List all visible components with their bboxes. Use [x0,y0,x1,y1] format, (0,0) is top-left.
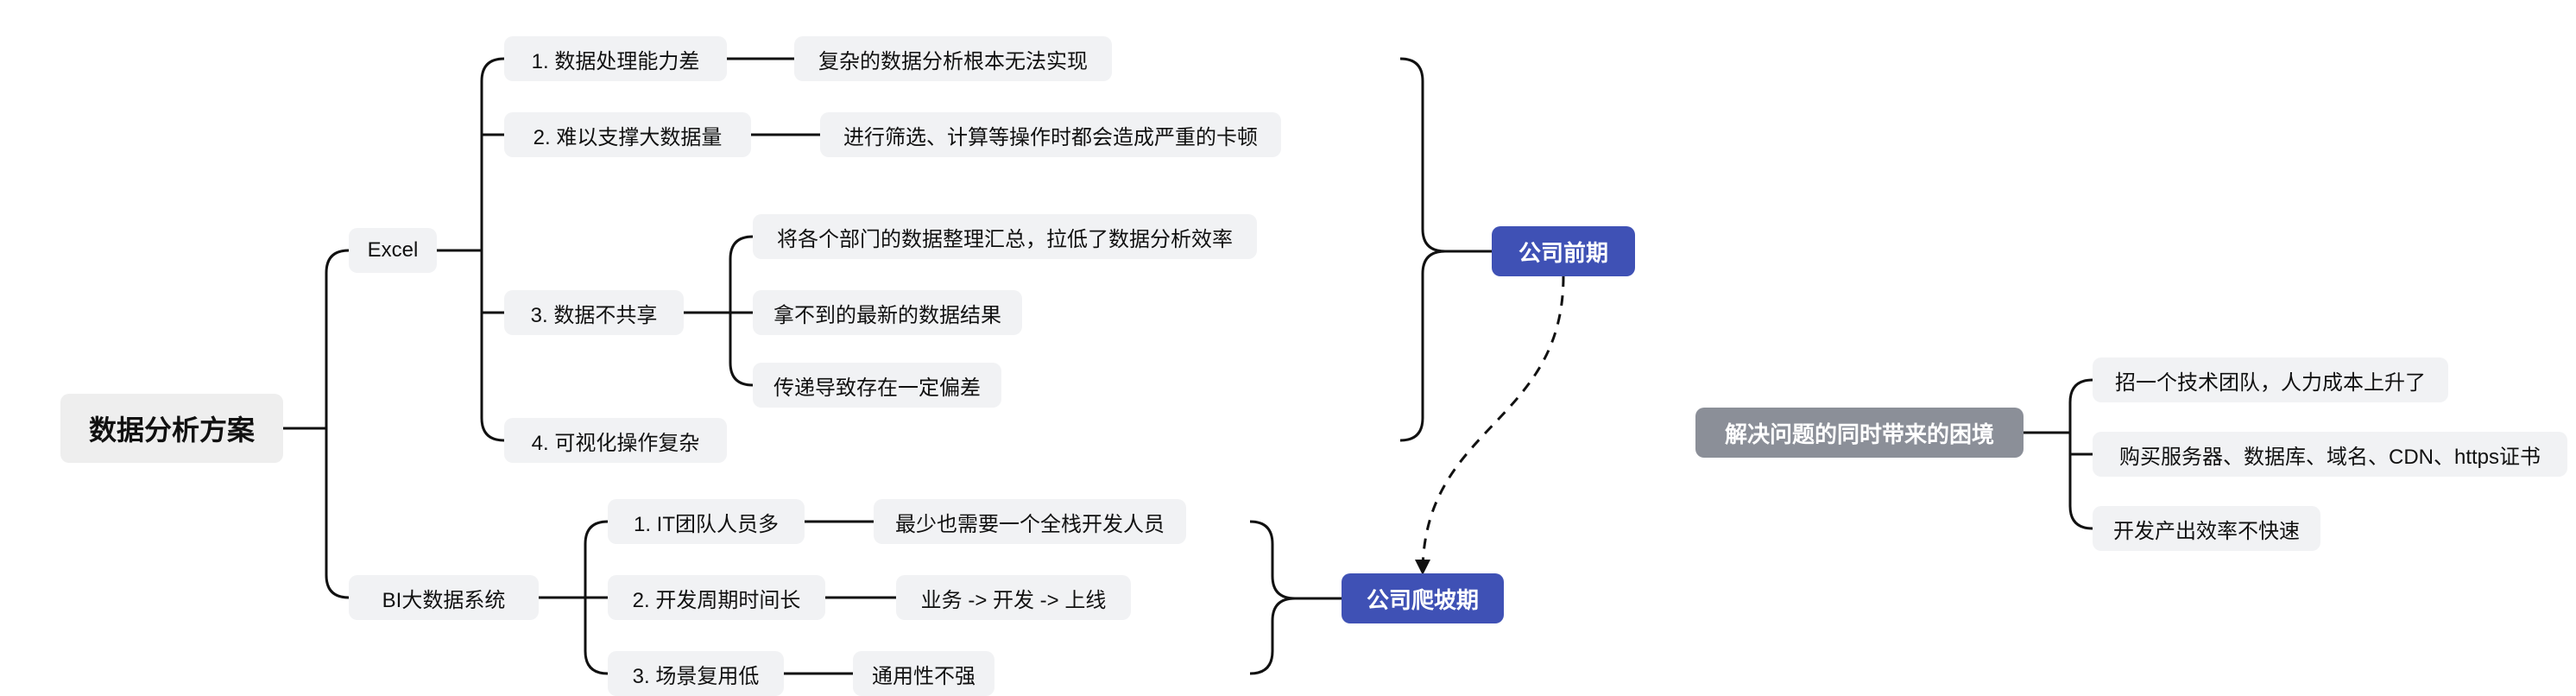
node-label: 招一个技术团队，人力成本上升了 [2115,365,2426,395]
node-label: 2. 开发周期时间长 [633,583,801,613]
node-i2: 购买服务器、数据库、域名、CDN、https证书 [2093,432,2567,477]
node-label: 传递导致存在一定偏差 [773,370,981,401]
node-root: 数据分析方案 [60,394,283,463]
node-label: 数据分析方案 [89,408,255,448]
node-b2: 2. 开发周期时间长 [608,575,825,620]
node-label: 公司前期 [1518,236,1608,268]
node-label: 最少也需要一个全栈开发人员 [895,507,1165,537]
node-b2a: 业务 -> 开发 -> 上线 [896,575,1131,620]
node-i3: 开发产出效率不快速 [2093,506,2320,551]
node-e2a: 进行筛选、计算等操作时都会造成严重的卡顿 [820,112,1281,157]
node-label: 1. 数据处理能力差 [532,44,700,74]
node-label: BI大数据系统 [382,583,506,613]
mindmap-canvas: 数据分析方案 Excel BI大数据系统 1. 数据处理能力差 2. 难以支撑大数据量 3… [0,0,2576,686]
node-label: 开发产出效率不快速 [2113,514,2300,544]
node-e3c: 传递导致存在一定偏差 [753,363,1001,408]
node-label: 复杂的数据分析根本无法实现 [818,44,1088,74]
node-e2: 2. 难以支撑大数据量 [504,112,751,157]
node-label: 3. 场景复用低 [633,659,760,689]
node-label: 拿不到的最新的数据结果 [773,298,1001,328]
node-b3a: 通用性不强 [853,651,994,696]
node-e4: 4. 可视化操作复杂 [504,418,727,463]
node-e3a: 将各个部门的数据整理汇总，拉低了数据分析效率 [753,214,1257,259]
node-label: 解决问题的同时带来的困境 [1725,417,1994,449]
node-e1: 1. 数据处理能力差 [504,36,727,81]
node-b1: 1. IT团队人员多 [608,499,805,544]
node-label: 进行筛选、计算等操作时都会造成严重的卡顿 [843,120,1258,150]
node-e3: 3. 数据不共享 [504,290,684,335]
node-phase_climb: 公司爬坡期 [1342,573,1504,623]
node-label: 4. 可视化操作复杂 [532,426,700,456]
node-label: 2. 难以支撑大数据量 [534,120,723,150]
node-label: 通用性不强 [872,659,975,689]
node-e1a: 复杂的数据分析根本无法实现 [794,36,1112,81]
node-e3b: 拿不到的最新的数据结果 [753,290,1022,335]
node-label: Excel [368,238,419,263]
node-label: 业务 -> 开发 -> 上线 [921,583,1107,613]
node-label: 3. 数据不共享 [531,298,658,328]
node-excel: Excel [349,228,437,273]
node-label: 将各个部门的数据整理汇总，拉低了数据分析效率 [777,222,1233,252]
node-label: 公司爬坡期 [1367,583,1479,615]
node-issues: 解决问题的同时带来的困境 [1695,408,2024,458]
node-phase_early: 公司前期 [1492,226,1635,276]
node-i1: 招一个技术团队，人力成本上升了 [2093,357,2448,402]
node-b1a: 最少也需要一个全栈开发人员 [874,499,1186,544]
node-label: 购买服务器、数据库、域名、CDN、https证书 [2119,440,2541,470]
node-label: 1. IT团队人员多 [634,507,779,537]
node-b3: 3. 场景复用低 [608,651,784,696]
node-bi: BI大数据系统 [349,575,539,620]
